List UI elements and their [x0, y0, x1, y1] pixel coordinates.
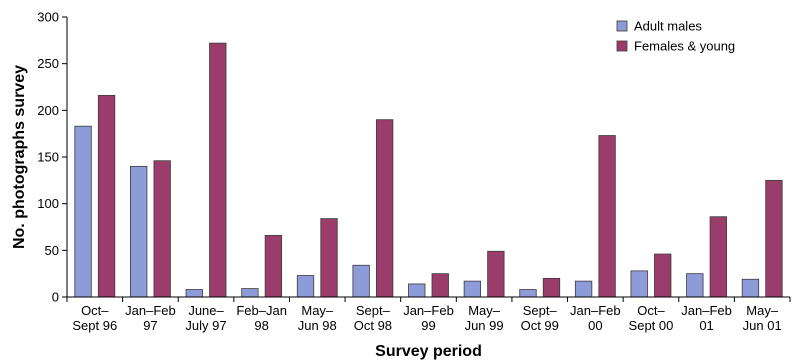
bar-adult-males: [130, 165, 148, 298]
y-axis-title: No. photographs survey: [11, 65, 28, 249]
x-tick-label: Oct– Sept 00: [629, 303, 674, 333]
bar-adult-males: [241, 288, 259, 298]
bar-adult-males: [463, 280, 482, 298]
x-tick-label: Jan–Feb 99: [403, 303, 454, 333]
bar-females-young: [264, 234, 283, 298]
bar-females-young: [654, 253, 672, 298]
legend-label-females-young: Females & young: [634, 39, 735, 54]
x-tick-label: Oct– Sept 96: [72, 303, 117, 333]
x-tick-label: Sept– Oct 99: [521, 303, 559, 333]
x-tick-label: Jan–Feb 97: [125, 303, 176, 333]
legend: Adult males Females & young: [616, 19, 735, 54]
bar-females-young: [542, 277, 561, 298]
bar-females-young: [97, 95, 116, 298]
bar-adult-males: [296, 275, 315, 298]
bar-females-young: [431, 273, 449, 298]
x-tick-label: May– Jun 01: [743, 303, 782, 333]
bar-females-young: [487, 250, 505, 298]
x-axis-ticks: Oct– Sept 96 Jan–Feb 97 June– July 97 Feb–Jan 9…: [66, 297, 791, 333]
bar-adult-males: [630, 270, 648, 298]
bar-adult-males: [185, 289, 203, 298]
bar-females-young: [375, 119, 394, 298]
y-tick-label: 300: [37, 10, 59, 25]
y-axis-ticks: 0 50 100 150 200 250 300: [37, 10, 67, 305]
legend-swatch-adult-males: [616, 20, 628, 32]
bar-adult-males: [352, 264, 370, 298]
y-tick-label: 50: [45, 243, 59, 258]
bar-adult-males: [74, 125, 92, 298]
legend-label-adult-males: Adult males: [634, 19, 702, 34]
x-tick-label: Jan–Feb 00: [570, 303, 621, 333]
bar-females-young: [598, 135, 616, 298]
bar-females-young: [153, 160, 171, 298]
y-tick-label: 0: [52, 290, 59, 305]
x-tick-label: May– Jun 99: [465, 303, 504, 333]
bars-group: [74, 42, 783, 298]
x-tick-label: June– July 97: [185, 303, 226, 333]
bar-females-young: [209, 42, 227, 298]
y-tick-label: 250: [37, 56, 59, 71]
x-tick-label: Feb–Jan 98: [236, 303, 287, 333]
x-tick-label: May– Jun 98: [298, 303, 337, 333]
bar-females-young: [709, 216, 727, 298]
bar-adult-males: [519, 289, 537, 298]
bar-females-young: [765, 179, 783, 298]
legend-swatch-females-young: [616, 40, 628, 52]
y-tick-label: 100: [37, 196, 59, 211]
bar-adult-males: [741, 278, 760, 298]
bar-adult-males: [408, 283, 426, 298]
y-tick-label: 200: [37, 103, 59, 118]
bar-females-young: [320, 218, 338, 298]
y-tick-label: 150: [37, 150, 59, 165]
bar-adult-males: [574, 280, 593, 298]
x-tick-label: Jan–Feb 01: [681, 303, 732, 333]
bar-adult-males: [686, 273, 704, 298]
x-axis-title: Survey period: [375, 343, 482, 360]
x-tick-label: Sept– Oct 98: [354, 303, 392, 333]
